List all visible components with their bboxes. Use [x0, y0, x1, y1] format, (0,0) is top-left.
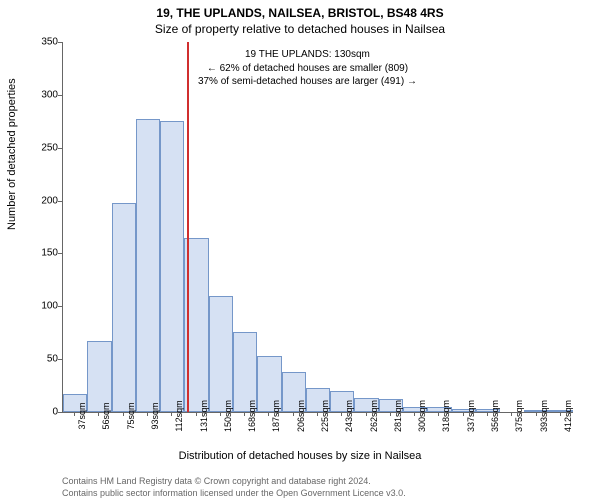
- histogram-bar: [160, 121, 184, 412]
- x-tick-label: 187sqm: [271, 400, 281, 432]
- x-tick: [560, 412, 561, 416]
- chart-title-main: 19, THE UPLANDS, NAILSEA, BRISTOL, BS48 …: [0, 6, 600, 20]
- annotation-line2: ← 62% of detached houses are smaller (80…: [198, 62, 417, 76]
- x-tick-label: 375sqm: [514, 400, 524, 432]
- x-tick: [463, 412, 464, 416]
- x-tick-label: 393sqm: [539, 400, 549, 432]
- histogram-chart: 19, THE UPLANDS, NAILSEA, BRISTOL, BS48 …: [0, 0, 600, 500]
- x-tick-label: 131sqm: [199, 400, 209, 432]
- x-tick: [487, 412, 488, 416]
- x-tick: [366, 412, 367, 416]
- x-tick: [123, 412, 124, 416]
- x-tick: [268, 412, 269, 416]
- x-tick: [196, 412, 197, 416]
- x-tick: [220, 412, 221, 416]
- y-tick-label: 200: [41, 195, 58, 206]
- x-tick-label: 206sqm: [296, 400, 306, 432]
- y-tick-label: 150: [41, 248, 58, 259]
- x-tick-label: 412sqm: [563, 400, 573, 432]
- x-tick-label: 337sqm: [466, 400, 476, 432]
- x-tick-label: 56sqm: [101, 402, 111, 429]
- y-tick: [58, 148, 62, 149]
- chart-title-sub: Size of property relative to detached ho…: [0, 22, 600, 36]
- copyright-line2: Contains public sector information licen…: [62, 488, 406, 498]
- x-tick: [317, 412, 318, 416]
- histogram-bar: [87, 341, 111, 412]
- x-tick-label: 112sqm: [174, 400, 184, 431]
- x-tick-label: 281sqm: [393, 400, 403, 432]
- x-tick: [293, 412, 294, 416]
- annotation-line1: 19 THE UPLANDS: 130sqm: [198, 48, 417, 62]
- annotation-line3: 37% of semi-detached houses are larger (…: [198, 75, 417, 89]
- x-tick-label: 356sqm: [490, 400, 500, 432]
- y-tick-label: 100: [41, 301, 58, 312]
- y-axis-label: Number of detached properties: [6, 78, 18, 230]
- x-tick: [341, 412, 342, 416]
- y-tick: [58, 95, 62, 96]
- histogram-bar: [209, 296, 233, 412]
- x-tick-label: 75sqm: [126, 402, 136, 429]
- y-tick: [58, 42, 62, 43]
- x-tick-label: 168sqm: [247, 400, 257, 432]
- x-tick-label: 262sqm: [369, 400, 379, 432]
- x-tick-label: 37sqm: [77, 402, 87, 429]
- x-axis-label: Distribution of detached houses by size …: [0, 450, 600, 462]
- x-tick-label: 300sqm: [417, 400, 427, 432]
- y-tick: [58, 201, 62, 202]
- x-tick: [171, 412, 172, 416]
- x-tick: [438, 412, 439, 416]
- y-tick: [58, 412, 62, 413]
- y-tick: [58, 306, 62, 307]
- histogram-bar: [136, 119, 160, 412]
- x-tick: [147, 412, 148, 416]
- x-tick-label: 318sqm: [441, 400, 451, 432]
- annotation-box: 19 THE UPLANDS: 130sqm ← 62% of detached…: [198, 48, 417, 89]
- y-tick-label: 250: [41, 142, 58, 153]
- x-tick: [536, 412, 537, 416]
- x-tick: [511, 412, 512, 416]
- x-tick-label: 150sqm: [223, 400, 233, 432]
- y-tick-label: 300: [41, 89, 58, 100]
- x-tick: [244, 412, 245, 416]
- plot-area: 19 THE UPLANDS: 130sqm ← 62% of detached…: [62, 42, 573, 413]
- y-tick-label: 350: [41, 37, 58, 48]
- x-tick-label: 243sqm: [344, 400, 354, 432]
- copyright-line1: Contains HM Land Registry data © Crown c…: [62, 476, 371, 486]
- y-tick: [58, 359, 62, 360]
- x-tick: [390, 412, 391, 416]
- x-tick: [98, 412, 99, 416]
- y-tick-label: 50: [47, 354, 58, 365]
- reference-line: [187, 42, 189, 412]
- x-tick-label: 225sqm: [320, 400, 330, 432]
- histogram-bar: [112, 203, 136, 412]
- x-tick: [414, 412, 415, 416]
- x-tick-label: 93sqm: [150, 402, 160, 429]
- y-tick: [58, 253, 62, 254]
- x-tick: [74, 412, 75, 416]
